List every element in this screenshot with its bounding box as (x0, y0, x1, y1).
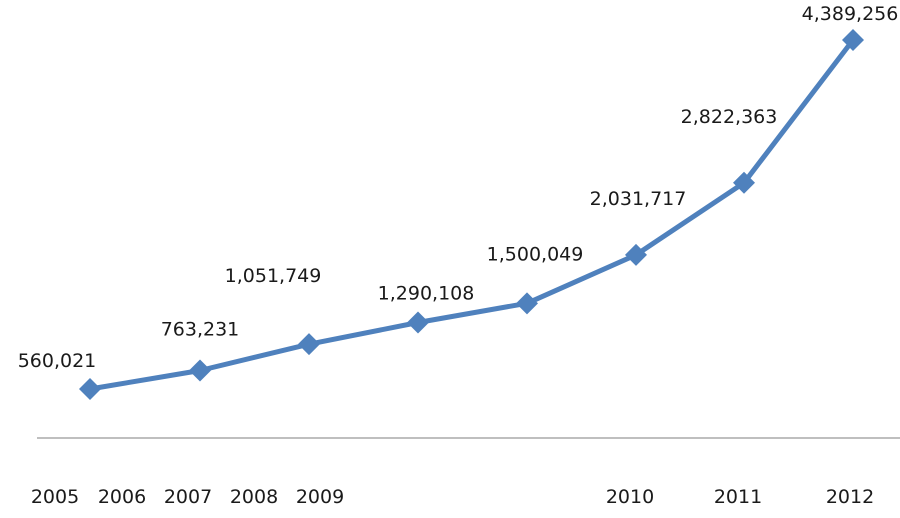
x-tick-label: 2007 (164, 486, 212, 508)
data-point-marker (298, 333, 320, 356)
data-label: 2,031,717 (590, 188, 687, 210)
data-label: 2,822,363 (681, 106, 778, 128)
data-label: 560,021 (18, 350, 97, 372)
data-label: 1,051,749 (225, 265, 322, 287)
data-label-layer: 560,021 763,231 1,051,749 1,290,108 1,500,04… (18, 3, 899, 372)
data-point-marker (79, 378, 101, 400)
x-tick-label: 2010 (606, 486, 654, 508)
x-tick-label: 2008 (230, 486, 278, 508)
data-label: 1,500,049 (487, 243, 584, 265)
data-point-marker (516, 292, 538, 315)
data-point-marker (189, 359, 211, 382)
series-layer (89, 38, 855, 392)
x-tick-layer: 2005 2006 2007 2008 2009 2010 2011 2012 (31, 486, 874, 508)
data-point-marker (625, 243, 647, 266)
x-tick-label: 2006 (98, 486, 146, 508)
x-tick-label: 2012 (826, 486, 874, 508)
data-point-marker (407, 311, 429, 334)
data-label: 763,231 (161, 318, 240, 340)
data-point-marker (842, 29, 864, 51)
series-line (89, 38, 855, 392)
data-point-marker (733, 171, 755, 194)
x-tick-label: 2005 (31, 486, 79, 508)
data-label: 4,389,256 (802, 3, 899, 25)
marker-layer (79, 29, 864, 400)
x-tick-label: 2009 (296, 486, 344, 508)
data-label: 1,290,108 (378, 282, 475, 304)
x-tick-label: 2011 (714, 486, 762, 508)
